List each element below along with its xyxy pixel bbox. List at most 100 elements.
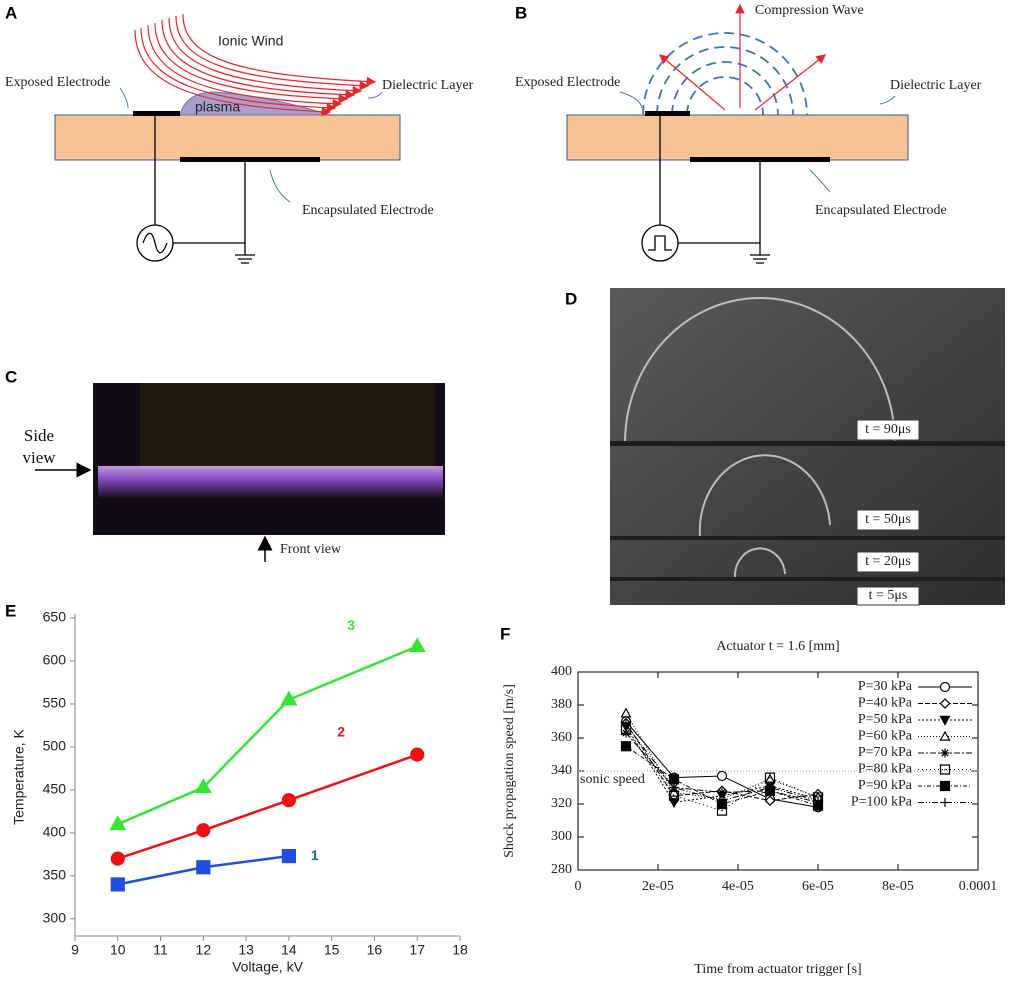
y-tick-label: 280 [551,862,572,877]
marker [939,780,951,792]
label: Exposed Electrode [5,75,110,90]
y-tick-label: 300 [551,829,572,844]
legend-label: P=80 kPa [858,762,913,777]
label: Encapsulated Electrode [302,203,434,218]
series-line [117,753,418,860]
separators [610,441,1005,581]
time-boxes [856,419,920,606]
marker [939,698,951,709]
series-label: 3 [347,617,355,633]
photo [610,288,1005,605]
pointer [619,91,643,109]
marker [196,823,211,838]
marker [717,787,727,797]
label: Encapsulated Electrode [815,203,947,218]
y-tick-label: 500 [43,738,67,754]
pointer [269,169,291,203]
legend-label: P=100 kPa [851,795,913,810]
label: Dielectric Layer [382,78,474,93]
compression-waves [642,32,808,116]
marker [621,728,631,738]
marker [668,790,680,801]
panel-label: C [5,367,17,386]
marker [110,851,125,866]
pointer [367,91,383,99]
pointer [809,169,831,193]
y-tick-label: 400 [43,824,67,840]
dielectric [54,114,401,161]
x-tick-label: 12 [196,942,212,958]
x-tick-label: 10 [110,942,126,958]
panel-label: F [500,624,510,643]
y-tick-label: 320 [551,796,572,811]
photo-part [140,383,435,469]
marker [281,848,296,864]
legend-label: P=70 kPa [858,745,913,760]
label: Front view [280,542,342,557]
marker [764,772,776,783]
panel-d: D t = 90μs t = 50μs t = 20μs t = 5μs [565,288,1005,606]
time-label: t = 20μs [865,554,911,569]
marker [410,747,425,762]
y-tick-label: 400 [551,664,572,679]
marker [109,815,127,831]
y-tick-label: 360 [551,730,572,745]
x-tick-label: 17 [409,942,425,958]
y-tick-label: 380 [551,697,572,712]
dielectric [566,114,909,161]
circuit [136,116,255,264]
panel-label: E [5,601,16,620]
marker [813,796,823,806]
time-label: t = 50μs [865,512,911,527]
time-label: t = 5μs [869,588,908,603]
x-tick-label: 9 [71,942,79,958]
marker [717,796,727,806]
panel-label: D [565,289,577,308]
panel-label: A [5,3,17,22]
y-axis-label: Temperature, K [11,728,27,824]
marker [408,637,426,653]
x-tick-label: 16 [367,942,383,958]
legend-label: P=50 kPa [858,712,913,727]
pointer [879,95,896,105]
marker [940,748,950,758]
label: Exposed Electrode [515,75,620,90]
plasma-glow [98,466,443,498]
marker [939,681,951,693]
legend-label: P=30 kPa [858,679,913,694]
marker [281,793,296,808]
panel-label: B [515,3,527,22]
x-tick-label: 8e-05 [882,879,914,894]
x-tick-label: 6e-05 [802,879,834,894]
x-tick-label: 0.0001 [959,879,998,894]
marker [668,774,680,785]
legend-label: P=60 kPa [858,729,913,744]
label: Dielectric Layer [890,78,982,93]
y-tick-label: 600 [43,652,67,668]
pointer [119,87,129,109]
y-tick-label: 550 [43,695,67,711]
electrode [180,157,320,162]
marker [764,795,776,807]
series-label: 1 [311,847,319,863]
marker [939,730,951,741]
x-tick-label: 18 [452,942,468,958]
series-label: 2 [337,723,345,739]
x-tick-label: 11 [153,942,168,958]
x-tick-label: 15 [324,942,340,958]
electrode [645,111,690,116]
label: Ionic Wind [218,33,283,49]
y-tick-label: 340 [551,763,572,778]
marker [110,877,125,892]
panel-b: B Compression Wave Exposed Electrode Die… [515,3,982,264]
marker [196,860,211,875]
marker [716,770,728,782]
label: plasma [195,99,240,115]
plasma-shape [179,91,331,116]
panel-a: A Ionic Wind Exposed Electrode plasma Di… [5,3,474,264]
marker [939,715,951,726]
circuit [641,116,770,264]
x-tick-label: 0 [575,879,582,894]
electrode [690,157,830,162]
